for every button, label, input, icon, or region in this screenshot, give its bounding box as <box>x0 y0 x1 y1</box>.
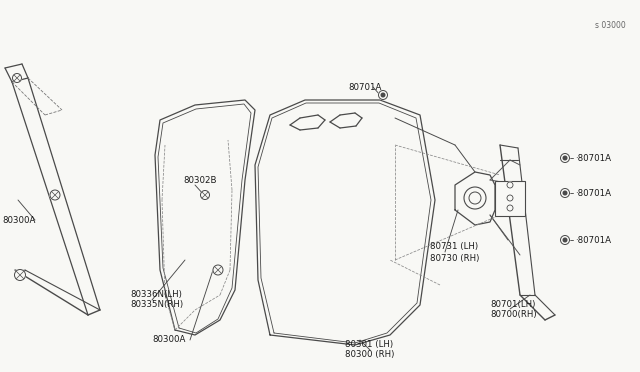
Circle shape <box>381 93 385 97</box>
Text: 80300A: 80300A <box>152 336 186 344</box>
Circle shape <box>13 74 22 83</box>
Ellipse shape <box>464 187 486 209</box>
Text: 80300A: 80300A <box>2 215 35 224</box>
Text: 80700(RH): 80700(RH) <box>490 311 536 320</box>
Circle shape <box>15 269 26 280</box>
Text: ·80701A: ·80701A <box>575 154 611 163</box>
Circle shape <box>50 190 60 200</box>
Text: 80730 (RH): 80730 (RH) <box>430 253 479 263</box>
Text: ·80701A: ·80701A <box>575 235 611 244</box>
Circle shape <box>200 190 209 199</box>
Circle shape <box>561 189 570 198</box>
Circle shape <box>563 156 567 160</box>
Ellipse shape <box>469 192 481 204</box>
Text: 80300 (RH): 80300 (RH) <box>345 350 394 359</box>
Circle shape <box>213 265 223 275</box>
Circle shape <box>563 238 567 242</box>
Text: ·80701A: ·80701A <box>575 189 611 198</box>
Text: 80302B: 80302B <box>183 176 216 185</box>
Circle shape <box>563 191 567 195</box>
Text: 80336N(LH): 80336N(LH) <box>130 291 182 299</box>
Circle shape <box>561 235 570 244</box>
Text: 80701A: 80701A <box>348 83 381 92</box>
Ellipse shape <box>507 205 513 211</box>
Circle shape <box>561 154 570 163</box>
Circle shape <box>378 90 387 99</box>
Ellipse shape <box>507 182 513 188</box>
Ellipse shape <box>507 195 513 201</box>
Text: 80301 (LH): 80301 (LH) <box>345 340 393 349</box>
FancyBboxPatch shape <box>495 181 525 216</box>
Text: 80731 (LH): 80731 (LH) <box>430 243 478 251</box>
Text: s 03000: s 03000 <box>595 20 626 29</box>
Text: 80335N(RH): 80335N(RH) <box>130 301 183 310</box>
Text: 80701(LH): 80701(LH) <box>490 299 536 308</box>
